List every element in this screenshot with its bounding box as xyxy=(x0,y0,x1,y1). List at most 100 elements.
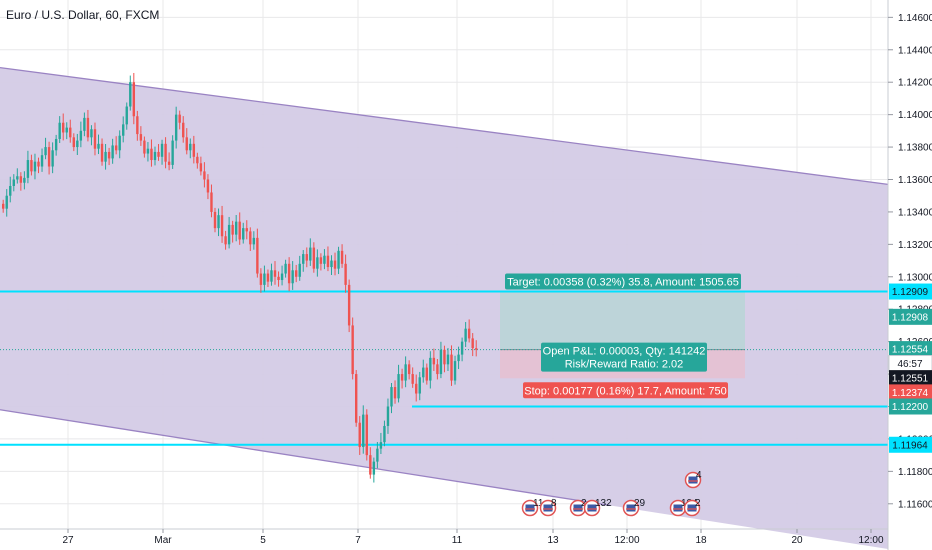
candle-body xyxy=(422,367,425,378)
candle-body xyxy=(19,176,23,183)
channel-upper-line[interactable] xyxy=(0,66,889,186)
candle-body xyxy=(54,138,58,151)
candle-body xyxy=(185,137,188,151)
candle-body xyxy=(259,273,263,285)
flag-canton xyxy=(687,504,697,512)
candle-body xyxy=(167,161,171,165)
event-marker[interactable]: 2 xyxy=(683,498,702,517)
candle-body xyxy=(12,179,15,186)
time-tick-label: 12:00 xyxy=(858,535,883,546)
candle-body xyxy=(139,134,143,141)
price-tag: 1.11964 xyxy=(889,436,932,453)
channel-lower-line[interactable] xyxy=(0,409,611,507)
candle-body xyxy=(291,270,294,284)
candle-body xyxy=(383,425,386,443)
price-tick-label: 1.14000 xyxy=(898,110,932,121)
candle-body xyxy=(118,135,121,151)
event-marker[interactable]: 11 xyxy=(521,498,544,517)
price-axis[interactable]: 1.14600 1.14400 1.14200 1.14000 1.13800 1.136… xyxy=(888,13,932,510)
candle-body xyxy=(171,140,174,165)
candle-body xyxy=(79,130,83,141)
candle-body xyxy=(164,143,167,162)
parallel-channel[interactable] xyxy=(0,66,889,550)
price-tag-value: 1.12200 xyxy=(892,402,929,413)
event-count: 11 xyxy=(533,498,544,509)
position-labels: Target: 0.00358 (0.32%) 35.8, Amount: 15… xyxy=(505,273,741,399)
price-tag-bg xyxy=(889,308,932,325)
channel-fill xyxy=(0,67,888,550)
candle-body xyxy=(369,455,372,475)
candle-body xyxy=(47,147,51,167)
price-tag: 1.12909 xyxy=(889,283,932,300)
candle-body xyxy=(316,257,319,269)
price-tick-label: 1.14200 xyxy=(898,78,932,89)
candle-body xyxy=(33,161,37,172)
candle-body xyxy=(407,364,411,375)
candle-body xyxy=(347,284,351,326)
price-tags: 1.12909 1.12908 1.12554 46:57 1.12551 1.12374… xyxy=(888,283,932,453)
price-tick-label: 1.14600 xyxy=(898,13,932,24)
candle-body xyxy=(319,257,323,264)
candle-body xyxy=(263,273,266,285)
candle-body xyxy=(471,338,474,349)
candle-body xyxy=(224,236,227,245)
pnl-label: Open P&L: 0.00003, Qty: 141242Risk/Rewar… xyxy=(541,342,707,372)
candle-body xyxy=(340,250,344,264)
time-tick-label: 18 xyxy=(695,535,707,546)
candle-body xyxy=(249,231,252,245)
candle-body xyxy=(220,215,224,237)
event-marker[interactable]: 4 xyxy=(684,470,703,489)
event-markers[interactable]: 11821322910424 xyxy=(521,470,703,517)
candle-body xyxy=(245,228,248,232)
candle-body xyxy=(287,263,291,284)
candle-body xyxy=(26,160,30,178)
candle-body xyxy=(2,203,5,209)
candle-body xyxy=(199,163,203,172)
candle-body xyxy=(90,129,93,138)
candle-body xyxy=(439,349,443,375)
target-label-bg xyxy=(505,273,741,290)
flag-canton xyxy=(587,504,597,512)
candle-body xyxy=(9,185,12,196)
candle-body xyxy=(305,254,308,261)
price-tag-bg xyxy=(889,384,932,401)
candle-body xyxy=(415,383,418,394)
candle-body xyxy=(69,127,72,138)
price-tick-label: 1.13000 xyxy=(898,272,932,283)
candle-body xyxy=(196,156,199,164)
candle-body xyxy=(51,150,54,167)
flag-canton xyxy=(626,504,636,512)
event-marker[interactable]: 132 xyxy=(583,498,613,517)
candle-body xyxy=(256,237,259,274)
candle-body xyxy=(97,143,100,149)
candle-body xyxy=(446,354,450,365)
event-count: 2 xyxy=(581,498,587,509)
event-marker[interactable]: 29 xyxy=(622,498,646,517)
candle-body xyxy=(5,195,8,209)
candle-body xyxy=(143,140,146,154)
target-zone[interactable] xyxy=(500,291,745,350)
candle-body xyxy=(280,273,284,281)
candle-body xyxy=(376,448,379,462)
candle-body xyxy=(206,179,210,193)
candle-body xyxy=(217,215,220,229)
candle-body xyxy=(397,374,400,399)
price-tag-value: 1.12909 xyxy=(892,287,929,298)
candle-body xyxy=(411,374,414,384)
flag-canton xyxy=(543,504,553,512)
candle-body xyxy=(443,349,446,365)
candle-body xyxy=(174,114,178,141)
price-tag: 1.12554 xyxy=(889,341,932,358)
price-tag: 1.12200 xyxy=(889,398,932,415)
candle-body xyxy=(83,117,86,131)
time-axis[interactable]: 27 Mar 5 7 11 13 12:00 18 20 12:00 xyxy=(62,529,884,546)
candle-body xyxy=(266,273,270,282)
candle-body xyxy=(153,151,157,161)
price-tick-label: 1.13800 xyxy=(898,143,932,154)
event-marker[interactable]: 8 xyxy=(539,498,558,517)
price-tag-value: 1.11964 xyxy=(892,440,928,451)
flag-canton xyxy=(688,476,698,484)
price-tag: 46:57 xyxy=(888,355,932,373)
